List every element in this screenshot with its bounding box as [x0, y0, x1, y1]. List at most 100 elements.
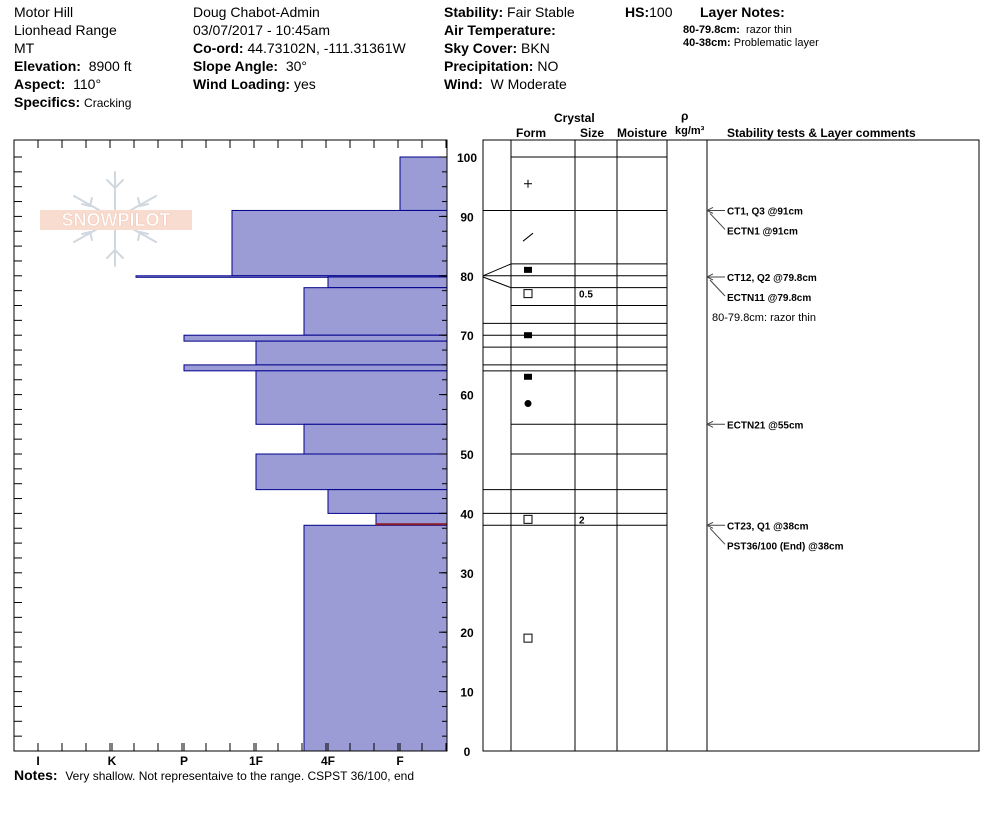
stability-arrow	[709, 527, 726, 545]
coord-value: 44.73102N, -111.31361W	[247, 40, 406, 56]
y-tick-label: 90	[460, 210, 474, 224]
wind-label: Wind:	[444, 76, 483, 92]
stability-comments-header: Stability tests & Layer comments	[727, 126, 916, 140]
hardness-bar	[327, 276, 448, 289]
wind-loading-label: Wind Loading:	[193, 76, 291, 92]
precip-label: Precipitation:	[444, 58, 534, 74]
y-tick-label: 40	[460, 507, 474, 521]
stability-arrow	[709, 213, 726, 230]
slope-value: 30°	[285, 58, 307, 74]
stability-test-label: PST36/100 (End) @38cm	[727, 541, 844, 552]
sky-cover-value: BKN	[521, 40, 550, 56]
stability-value: Fair Stable	[507, 4, 575, 20]
hs-label: HS:	[625, 4, 650, 20]
hardness-bar	[327, 489, 448, 514]
aspect-field: Aspect: 110°	[14, 76, 101, 92]
hardness-bar	[303, 524, 448, 752]
location-name: Motor Hill	[14, 4, 74, 20]
layer-note-range: 80-79.8cm:	[683, 24, 740, 36]
y-tick-label: 0	[464, 745, 471, 759]
moisture-header: Moisture	[617, 126, 668, 140]
layer-table-frame	[482, 139, 980, 752]
specifics-value: Cracking	[84, 96, 132, 110]
snowpilot-logo: SNOWPILOT	[40, 171, 192, 267]
hardness-bar	[255, 340, 448, 366]
y-tick-label: 70	[460, 329, 474, 343]
elevation-label: Elevation:	[14, 58, 81, 74]
stability-test-label: CT12, Q2 @79.8cm	[727, 273, 817, 284]
coord-label: Co-ord:	[193, 40, 244, 56]
grain-form-symbol	[523, 514, 533, 524]
x-tick-label: P	[180, 754, 188, 768]
y-tick-label: 20	[460, 626, 474, 640]
stability-arrow-head	[705, 207, 714, 214]
elevation-value: 8900 ft	[88, 58, 132, 74]
precip-value: NO	[537, 58, 559, 74]
air-temp-field: Air Temperature:	[444, 22, 556, 38]
x-tick-label: 1F	[249, 754, 263, 768]
stability-field: Stability: Fair Stable	[444, 4, 575, 20]
grain-form-symbol	[523, 289, 533, 299]
precip-field: Precipitation: NO	[444, 58, 558, 74]
x-tick-label: 4F	[321, 754, 335, 768]
stability-test-label: CT23, Q1 @38cm	[727, 521, 809, 532]
grain-form-symbol	[524, 332, 532, 339]
aspect-label: Aspect:	[14, 76, 66, 92]
range-name: Lionhead Range	[14, 22, 117, 38]
stability-arrow-head	[705, 521, 714, 529]
stability-label: Stability:	[444, 4, 504, 20]
stability-arrow	[709, 279, 726, 297]
layer-table: 0.5 2 CT1, Q3 @91cm ECTN1 @91cm CT12, Q2 @79…	[482, 139, 980, 752]
y-tick-label: 100	[457, 151, 477, 165]
layer-note: 80-79.8cm: razor thin	[683, 24, 792, 37]
layer-note: 40-38cm: Problematic layer	[683, 37, 819, 50]
hardness-bar	[183, 334, 448, 342]
grain-form-symbol	[522, 232, 534, 242]
coord-field: Co-ord: 44.73102N, -111.31361W	[193, 40, 406, 56]
layer-connector	[482, 263, 512, 277]
wind-field: Wind: W Moderate	[444, 76, 567, 92]
wind-loading-field: Wind Loading: yes	[193, 76, 316, 92]
grain-form-symbol	[524, 400, 532, 408]
form-header: Form	[516, 126, 546, 140]
layer-notes-title: Layer Notes:	[700, 4, 785, 20]
grain-form-symbol	[524, 373, 532, 380]
chart-axes: I K P 1F 4F F 0 10 20 30 40 50 60 70 80 90 100	[13, 139, 477, 768]
observer-name: Doug Chabot-Admin	[193, 4, 320, 20]
size-header: Size	[580, 126, 605, 140]
y-tick-label: 10	[460, 686, 474, 700]
slope-field: Slope Angle: 30°	[193, 58, 307, 74]
crystal-header: Crystal	[554, 111, 595, 125]
sky-cover-field: Sky Cover: BKN	[444, 40, 550, 56]
stability-test-label: ECTN11 @79.8cm	[727, 293, 811, 304]
air-temp-label: Air Temperature:	[444, 22, 556, 38]
logo-text: SNOWPILOT	[62, 210, 171, 230]
hs-value: 100	[649, 4, 673, 20]
layer-connector	[482, 276, 512, 289]
grain-form-symbol	[524, 266, 532, 273]
sky-cover-label: Sky Cover:	[444, 40, 518, 56]
hardness-bar	[399, 156, 448, 211]
hardness-bar	[183, 364, 448, 372]
elevation-field: Elevation: 8900 ft	[14, 58, 132, 74]
stability-arrow-head	[705, 420, 714, 428]
layer-note-text: Problematic layer	[733, 37, 819, 49]
y-tick-label: 50	[460, 448, 474, 462]
hardness-bar	[231, 209, 448, 277]
grain-form-symbol	[523, 633, 533, 643]
stability-arrow-head	[705, 273, 714, 281]
observation-datetime: 03/07/2017 - 10:45am	[193, 22, 330, 38]
grain-size-label: 2	[579, 515, 585, 526]
hardness-bar	[255, 370, 448, 425]
hardness-profile	[135, 156, 448, 752]
wind-loading-value: yes	[293, 76, 316, 92]
stability-test-label: ECTN21 @55cm	[727, 420, 804, 431]
layer-comment: 80-79.8cm: razor thin	[712, 312, 816, 324]
y-tick-label: 30	[460, 567, 474, 581]
state-name: MT	[14, 40, 35, 56]
wind-value: W Moderate	[490, 76, 567, 92]
grain-size-label: 0.5	[579, 290, 593, 301]
notes-value: Very shallow. Not representaive to the r…	[65, 769, 414, 783]
x-tick-label: F	[396, 754, 403, 768]
